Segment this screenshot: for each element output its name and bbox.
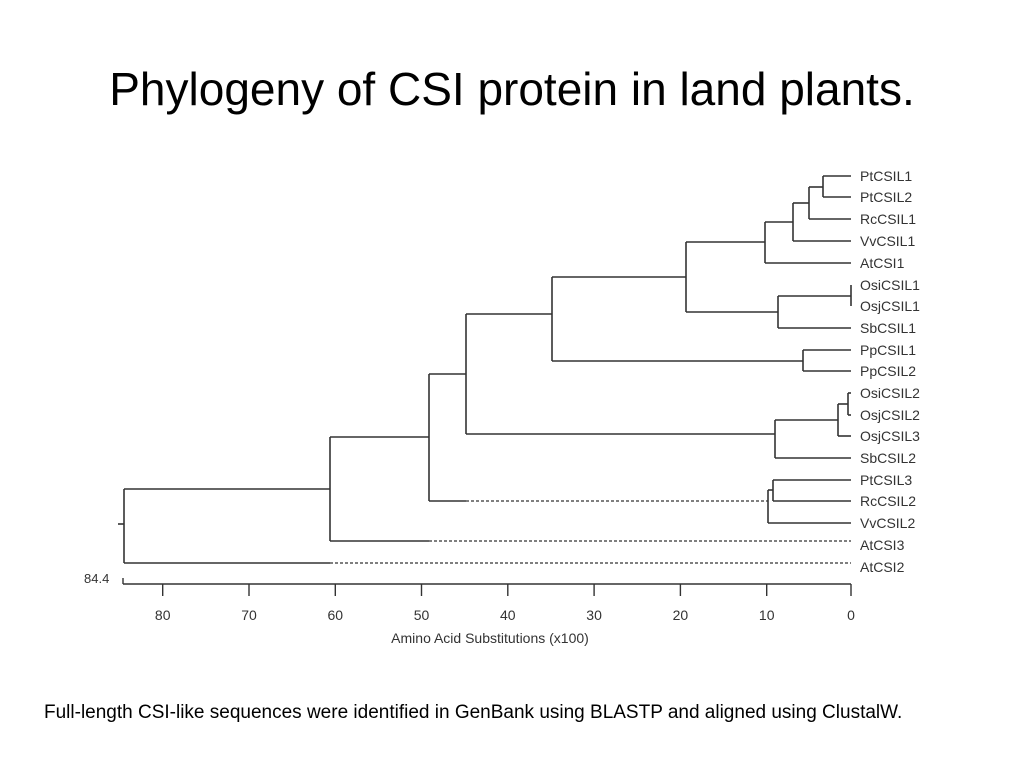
leaf-labels: PtCSIL1 PtCSIL2 RcCSIL1 VvCSIL1 AtCSI1 OsiCSI… xyxy=(860,168,920,575)
slide-caption: Full-length CSI-like sequences were iden… xyxy=(44,702,903,723)
slide-title: Phylogeny of CSI protein in land plants. xyxy=(109,63,915,115)
leaf-label: OsjCSIL2 xyxy=(860,407,920,423)
leaf-label: OsiCSIL1 xyxy=(860,277,920,293)
leaf-label: VvCSIL2 xyxy=(860,515,915,531)
leaf-label: AtCSI1 xyxy=(860,255,905,271)
axis-ticks xyxy=(122,578,852,596)
leaf-label: PtCSIL1 xyxy=(860,168,912,184)
leaf-label: SbCSIL1 xyxy=(860,320,916,336)
root-distance-label: 84.4 xyxy=(84,571,109,586)
leaf-label: PtCSIL2 xyxy=(860,189,912,205)
leaf-label: PtCSIL3 xyxy=(860,472,912,488)
leaf-label: OsjCSIL3 xyxy=(860,428,920,444)
tick-label: 0 xyxy=(847,607,855,623)
leaf-label: PpCSIL2 xyxy=(860,363,916,379)
leaf-label: OsjCSIL1 xyxy=(860,298,920,314)
leaf-label: AtCSI2 xyxy=(860,559,905,575)
tick-label: 30 xyxy=(586,607,602,623)
tick-label: 50 xyxy=(414,607,430,623)
leaf-label: SbCSIL2 xyxy=(860,450,916,466)
axis-label: Amino Acid Substitutions (x100) xyxy=(391,630,589,646)
tick-label: 60 xyxy=(328,607,344,623)
tick-label: 40 xyxy=(500,607,516,623)
leaf-label: OsiCSIL2 xyxy=(860,385,920,401)
leaf-label: PpCSIL1 xyxy=(860,342,916,358)
leaf-label: RcCSIL2 xyxy=(860,493,916,509)
leaf-label: AtCSI3 xyxy=(860,537,905,553)
tick-label: 20 xyxy=(673,607,689,623)
tick-label: 10 xyxy=(759,607,775,623)
tree-branches xyxy=(118,175,852,564)
tick-label: 80 xyxy=(155,607,171,623)
leaf-label: VvCSIL1 xyxy=(860,233,915,249)
tick-label: 70 xyxy=(241,607,257,623)
leaf-label: RcCSIL1 xyxy=(860,211,916,227)
